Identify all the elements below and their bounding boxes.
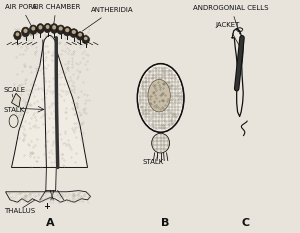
Ellipse shape [148,79,170,112]
Ellipse shape [38,25,42,30]
Text: AIR CHAMBER: AIR CHAMBER [32,4,80,25]
FancyBboxPatch shape [38,29,40,33]
Ellipse shape [78,33,82,37]
Ellipse shape [22,27,30,37]
Polygon shape [46,168,56,191]
Text: SCALE: SCALE [4,87,26,93]
Text: STALK: STALK [4,106,25,113]
Ellipse shape [50,24,58,33]
Text: B: B [161,218,169,228]
Ellipse shape [37,24,44,33]
Ellipse shape [46,25,50,29]
Ellipse shape [44,23,51,33]
Ellipse shape [72,30,76,34]
Polygon shape [11,35,88,168]
FancyBboxPatch shape [85,35,87,39]
Ellipse shape [59,26,63,31]
Ellipse shape [76,32,84,40]
Text: JACKET: JACKET [216,23,241,48]
FancyBboxPatch shape [65,29,68,33]
Ellipse shape [84,37,88,40]
FancyBboxPatch shape [58,28,61,32]
Ellipse shape [152,133,170,153]
Ellipse shape [82,36,89,44]
Polygon shape [11,93,20,107]
Text: STALK: STALK [142,159,164,165]
Ellipse shape [70,29,78,38]
Text: AIR PORE: AIR PORE [5,4,38,27]
Ellipse shape [31,26,35,31]
Ellipse shape [29,25,37,34]
Text: C: C [242,218,250,228]
Ellipse shape [9,115,18,127]
Ellipse shape [23,29,28,33]
Ellipse shape [63,27,71,36]
Ellipse shape [57,25,65,34]
Text: ANTHERIDIA: ANTHERIDIA [82,7,133,31]
Text: ANDROGONIAL CELLS: ANDROGONIAL CELLS [194,5,269,34]
FancyBboxPatch shape [45,28,47,32]
Ellipse shape [52,25,56,30]
FancyBboxPatch shape [79,33,81,36]
Polygon shape [5,191,91,202]
Ellipse shape [14,31,21,40]
Polygon shape [232,28,243,116]
FancyBboxPatch shape [72,31,74,34]
FancyBboxPatch shape [30,32,32,35]
Text: THALLUS: THALLUS [4,209,35,214]
Ellipse shape [65,28,69,32]
Text: A: A [46,218,55,228]
Ellipse shape [137,64,184,132]
FancyBboxPatch shape [52,28,54,31]
Ellipse shape [16,32,19,36]
